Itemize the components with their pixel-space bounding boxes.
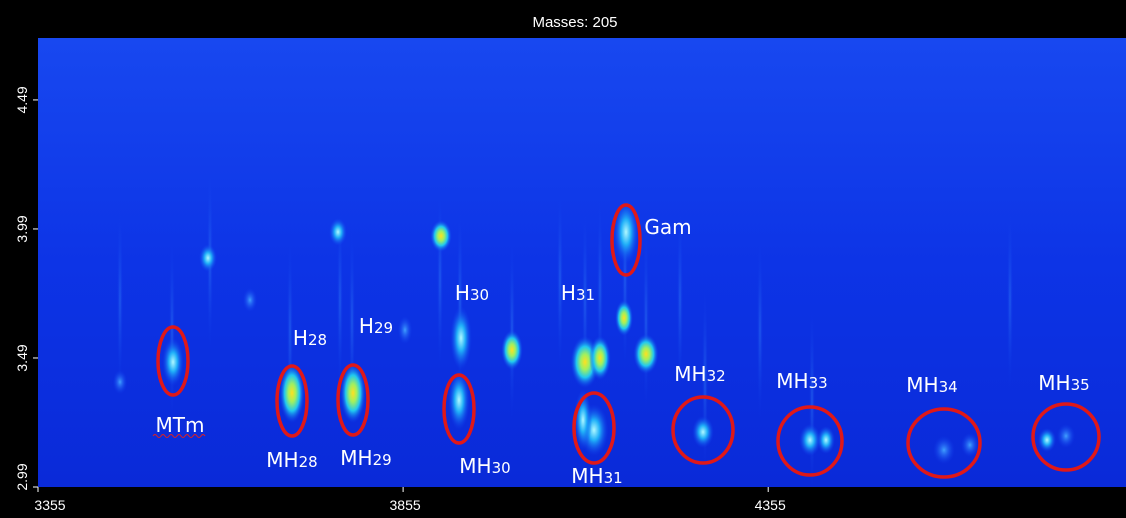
label-sub: 29 — [374, 319, 393, 337]
peak-label: H28 — [293, 326, 327, 350]
label-base: MH — [266, 448, 298, 472]
label-sub: 33 — [809, 374, 828, 392]
heat-spot — [799, 424, 821, 456]
heat-spot — [112, 370, 128, 394]
streak — [677, 210, 683, 390]
heat-spot — [961, 433, 979, 457]
label-sub: 35 — [1071, 376, 1090, 394]
heat-spot — [613, 200, 639, 264]
peak-circle — [336, 363, 370, 437]
streak — [1007, 210, 1013, 390]
label-sub: 30 — [492, 459, 511, 477]
heat-spot — [615, 300, 633, 336]
peak-circle — [1031, 402, 1101, 472]
y-tick-label: 4.49 — [14, 86, 30, 113]
peak-label: MH31 — [571, 464, 622, 488]
x-tick-label: 3355 — [34, 497, 65, 513]
heat-spot — [162, 338, 184, 386]
heat-spot — [448, 370, 470, 430]
streak — [597, 200, 603, 380]
peak-label: H30 — [455, 281, 489, 305]
peak-label: MH28 — [266, 448, 317, 472]
label-sub: 28 — [308, 331, 327, 349]
label-base: MH — [1038, 371, 1070, 395]
label-base: MTm — [156, 413, 205, 437]
peak-label: MH35 — [1038, 371, 1089, 395]
heat-spot — [397, 316, 413, 344]
heat-spot — [933, 436, 955, 464]
peak-circle — [572, 391, 616, 465]
heat-spot — [589, 336, 611, 380]
peak-label: MH33 — [776, 369, 827, 393]
streak — [337, 210, 343, 390]
label-base: MH — [906, 373, 938, 397]
y-tick-label: 3.49 — [14, 344, 30, 371]
peak-label: H29 — [359, 314, 393, 338]
heat-spot — [501, 330, 523, 370]
label-base: MH — [776, 369, 808, 393]
peak-circle — [610, 203, 642, 277]
heat-spot — [817, 426, 835, 454]
label-sub: 28 — [299, 453, 318, 471]
heat-spot — [1057, 424, 1075, 448]
streak — [809, 310, 815, 490]
streak — [117, 210, 123, 390]
heat-spot — [340, 363, 366, 423]
streak — [437, 190, 443, 370]
x-tick-label: 4355 — [755, 497, 786, 513]
label-sub: 30 — [470, 286, 489, 304]
peak-label: Gam — [644, 215, 691, 239]
label-base: H — [293, 326, 308, 350]
peak-circle — [906, 407, 982, 479]
peak-label: MH32 — [674, 362, 725, 386]
heat-spot — [279, 363, 305, 423]
peak-label: H31 — [561, 281, 595, 305]
peak-circle — [156, 325, 190, 397]
label-base: MH — [674, 362, 706, 386]
heat-spot — [692, 416, 714, 448]
label-base: MH — [459, 454, 491, 478]
chart-title: Masses: 205 — [532, 14, 617, 31]
peak-circle — [275, 364, 309, 438]
label-sub: 29 — [373, 451, 392, 469]
spell-underline — [152, 434, 206, 438]
heat-spot — [199, 244, 217, 272]
peak-label: MTm — [156, 413, 205, 437]
peak-label: MH34 — [906, 373, 957, 397]
heat-spot — [1038, 428, 1056, 452]
y-tick-label: 2.99 — [14, 463, 30, 490]
label-base: H — [359, 314, 374, 338]
x-tick-label: 3855 — [390, 497, 421, 513]
peak-label: MH29 — [340, 446, 391, 470]
peak-circle — [776, 405, 844, 477]
heat-spot — [430, 220, 452, 252]
label-base: MH — [340, 446, 372, 470]
heat-spot — [242, 288, 258, 312]
streak — [643, 230, 649, 410]
label-base: H — [455, 281, 470, 305]
heat-spot — [329, 218, 347, 246]
peak-circle — [442, 373, 476, 445]
label-sub: 31 — [576, 286, 595, 304]
streak — [557, 190, 563, 370]
y-tick-label: 3.99 — [14, 215, 30, 242]
label-sub: 32 — [707, 367, 726, 385]
heat-spot — [633, 334, 659, 374]
label-base: MH — [571, 464, 603, 488]
peak-circle — [671, 395, 735, 465]
label-base: Gam — [644, 215, 691, 239]
streak — [757, 240, 763, 420]
label-sub: 31 — [604, 469, 623, 487]
heat-spots — [112, 170, 1075, 490]
peak-label: MH30 — [459, 454, 510, 478]
label-sub: 34 — [939, 378, 958, 396]
heat-spot — [450, 306, 472, 370]
label-base: H — [561, 281, 576, 305]
